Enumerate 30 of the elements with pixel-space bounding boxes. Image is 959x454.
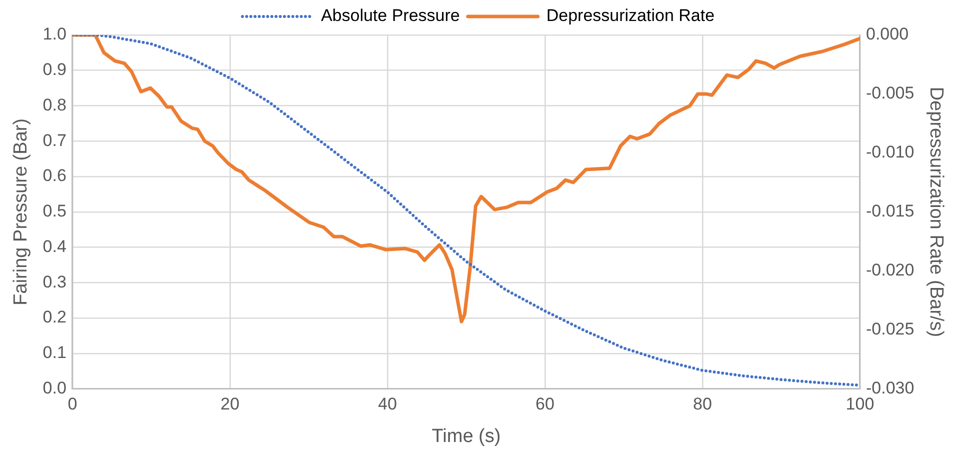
x-tick-label: 0 [68, 394, 78, 414]
y-tick-label: 1.0 [42, 24, 66, 44]
x-tick-label: 60 [536, 394, 554, 414]
y-tick-label: 0.3 [42, 272, 66, 292]
y-tick-label: 0.1 [42, 343, 66, 362]
x-axis-title: Time (s) [432, 426, 501, 447]
y2-axis-title: Depressurization Rate (Bar/s) [925, 86, 946, 338]
legend-label: Absolute Pressure [320, 6, 460, 26]
y2-tick-label: -0.010 [866, 142, 914, 162]
line-series [72, 35, 860, 387]
y2-tick-label: 0.000 [866, 24, 909, 44]
y-tick-label: 0.4 [42, 236, 66, 256]
y2-tick-label: -0.005 [866, 84, 914, 103]
legend-label: Depressurization Rate [546, 6, 715, 26]
y-tick-label: 0.7 [42, 130, 66, 150]
y-tick-label: 0.5 [42, 202, 66, 221]
y2-tick-label: -0.020 [866, 260, 914, 280]
y2-tick-label: -0.015 [866, 202, 914, 221]
y-tick-label: 0.0 [42, 378, 66, 398]
x-tick-label: 80 [693, 394, 712, 414]
y-axis-title: Fairing Pressure (Bar) [10, 118, 32, 306]
y-tick-label: 0.8 [42, 95, 66, 114]
x-tick-label: 100 [846, 394, 874, 414]
y2-tick-label: -0.025 [866, 320, 914, 339]
y2-tick-label: -0.030 [866, 378, 914, 398]
y-tick-label: 0.6 [42, 166, 66, 186]
y-tick-label: 0.2 [42, 308, 66, 327]
x-tick-label: 40 [378, 394, 397, 414]
x-tick-label: 20 [220, 394, 240, 414]
y-tick-label: 0.9 [42, 60, 66, 80]
